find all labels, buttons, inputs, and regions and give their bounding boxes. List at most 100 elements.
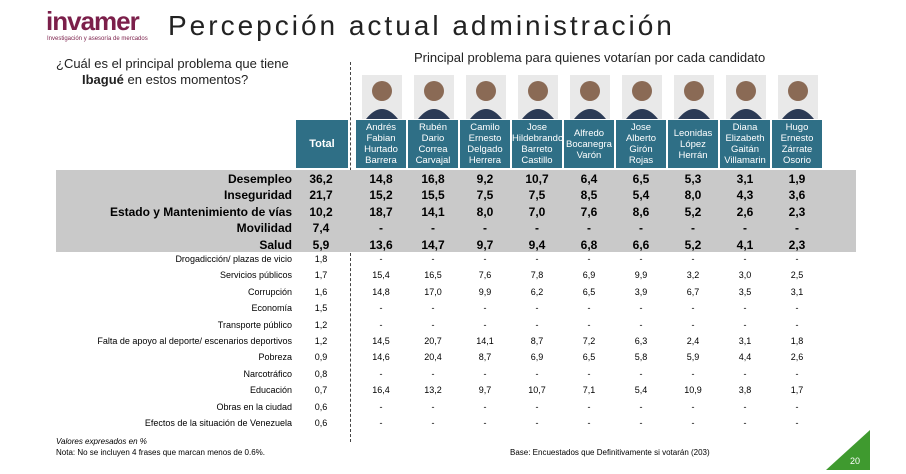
candidate-name: Alberto: [625, 133, 657, 144]
cell: 1,2: [314, 319, 328, 330]
cell: 7,6: [478, 270, 492, 281]
question: Ibagué en estos momentos?: [82, 72, 248, 87]
cell: 5,3: [684, 172, 702, 186]
cell: 13,2: [424, 385, 442, 396]
cell: 10,7: [528, 385, 546, 396]
cell: 36,2: [309, 172, 333, 186]
cell: 2,5: [790, 270, 804, 281]
cell: 6,7: [686, 286, 700, 297]
cell: 2,3: [788, 204, 806, 219]
cell: -: [379, 254, 383, 264]
cell: 2,6: [790, 352, 804, 363]
cell: -: [691, 418, 695, 428]
note: Valores expresados en %: [56, 437, 147, 446]
cell: -: [743, 303, 747, 314]
cell: -: [431, 401, 435, 412]
cell: 20,7: [424, 336, 442, 346]
cell: -: [587, 418, 591, 428]
row-label: Transporte público: [217, 319, 292, 330]
cell: 1,8: [790, 336, 804, 346]
cell: 16,5: [424, 270, 442, 281]
cell: -: [795, 319, 799, 330]
candidate-header: Hugo Ernesto Zárrate Osorio: [772, 120, 822, 168]
cell: 21,7: [309, 188, 333, 203]
candidate-name: López: [680, 138, 706, 150]
cell: 3,0: [738, 270, 752, 281]
cell: 15,2: [369, 188, 393, 203]
cell: 7,5: [476, 188, 494, 203]
row-label: Desempleo: [227, 172, 292, 186]
cell: -: [587, 221, 591, 236]
cell: -: [535, 418, 539, 428]
candidate-photo: [518, 75, 558, 119]
cell: -: [535, 254, 539, 264]
candidate-name: Gaitán: [731, 144, 759, 155]
cell: -: [795, 221, 799, 236]
cell: 9,9: [634, 270, 648, 281]
cell: 5,4: [634, 385, 648, 396]
row-label: Estado y Mantenimiento de vías: [109, 204, 292, 219]
candidate-photo: [570, 75, 610, 119]
cell: -: [431, 221, 435, 236]
candidate-name: Castillo: [521, 155, 553, 166]
candidate-name: Hurtado: [364, 144, 398, 155]
cell: 14,7: [421, 237, 445, 252]
cell: 7,5: [528, 188, 546, 203]
candidate-header: Diana Elizabeth Gaitán Villamarin: [720, 120, 770, 168]
cell: -: [587, 368, 591, 379]
cell: 9,7: [476, 237, 494, 252]
row-label: Pobreza: [258, 352, 292, 363]
cell: -: [379, 418, 383, 428]
cell: -: [639, 221, 643, 236]
cell: -: [691, 254, 695, 264]
logo-tagline: Investigación y asesoría de mercados: [47, 36, 148, 42]
cell: 3,1: [790, 286, 804, 297]
cell: 10,7: [525, 172, 549, 186]
cell: -: [743, 221, 747, 236]
row-label: Salud: [259, 237, 292, 252]
cell: -: [483, 221, 487, 236]
row-label: Inseguridad: [223, 188, 292, 203]
cell: -: [691, 319, 695, 330]
cell: 2,3: [788, 237, 806, 252]
candidate-name: Bocanegra: [566, 138, 612, 150]
cell: -: [587, 319, 591, 330]
candidate-photo: [778, 75, 818, 119]
cell: -: [535, 303, 539, 314]
candidate-header: Jose Hildebrando Barreto Castillo: [512, 120, 563, 168]
cell: 1,2: [314, 336, 328, 346]
cell: -: [379, 303, 383, 314]
cell: 10,2: [309, 204, 333, 219]
cell: -: [639, 401, 643, 412]
cell: -: [743, 401, 747, 412]
cell: 0,8: [314, 368, 328, 379]
candidate-header: Alfredo Bocanegra Varón: [564, 120, 614, 168]
candidate-name: Varón: [576, 149, 602, 161]
cell: -: [483, 418, 487, 428]
cell: 5,4: [632, 188, 650, 203]
candidate-name: Ernesto: [468, 133, 502, 144]
candidate-name: Herrera: [468, 155, 502, 166]
cell: -: [743, 368, 747, 379]
candidate-name: Delgado: [467, 144, 503, 155]
candidate-photo: [622, 75, 662, 119]
cell: -: [743, 319, 747, 330]
cell: -: [431, 418, 435, 428]
cell: 8,0: [684, 188, 702, 203]
cell: 3,9: [634, 286, 648, 297]
cell: 3,1: [736, 172, 754, 186]
cell: 1,6: [314, 286, 328, 297]
candidate-photo: [414, 75, 454, 119]
cell: -: [639, 319, 643, 330]
cell: 7,6: [580, 204, 598, 219]
candidates-title: Principal problema para quienes votarían…: [414, 50, 766, 65]
candidate-photo: [726, 75, 766, 119]
cell: -: [795, 303, 799, 314]
cell: 1,9: [788, 172, 806, 186]
cell: 2,6: [736, 204, 754, 219]
cell: 14,8: [369, 172, 393, 186]
cell: -: [379, 401, 383, 412]
cell: 20,4: [424, 352, 442, 363]
cell: -: [431, 254, 435, 264]
cell: 18,7: [369, 204, 393, 219]
